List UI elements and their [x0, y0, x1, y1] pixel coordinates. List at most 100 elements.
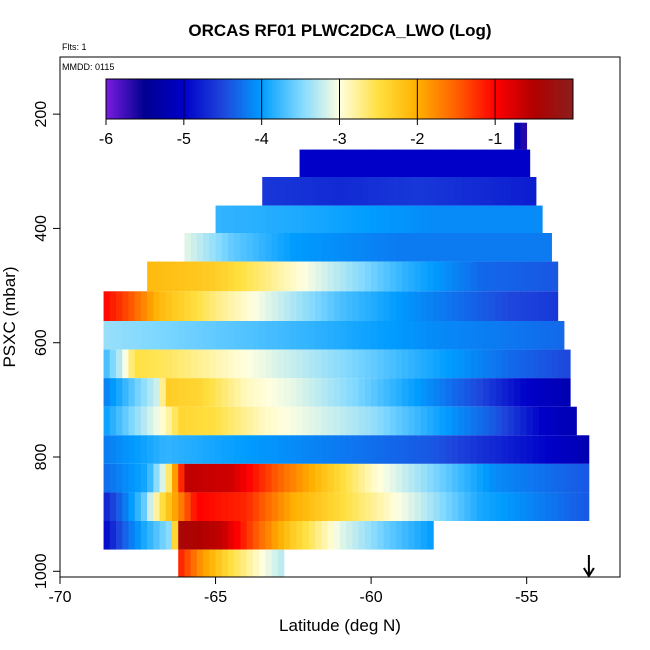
heatmap-cell — [352, 435, 360, 464]
heatmap-cell — [508, 233, 515, 262]
heatmap-cell — [228, 549, 235, 577]
heatmap-cell — [427, 492, 434, 521]
heatmap-cell — [228, 291, 235, 321]
heatmap-cell — [153, 291, 160, 321]
heatmap-cell — [464, 233, 472, 262]
heatmap-cell — [532, 492, 540, 521]
heatmap-cell — [103, 321, 111, 350]
heatmap-cell — [327, 492, 335, 521]
heatmap-cell — [284, 261, 291, 292]
heatmap-cell — [514, 435, 521, 464]
heatmap-cell — [203, 291, 210, 321]
heatmap-cell — [458, 435, 465, 464]
heatmap-cell — [190, 435, 198, 464]
heatmap-cell — [147, 349, 154, 379]
heatmap-cell — [539, 463, 546, 493]
heatmap-cell — [545, 378, 552, 407]
heatmap-cell — [476, 463, 484, 493]
colorbar-cell — [388, 79, 392, 119]
colorbar-cell — [404, 79, 408, 119]
colorbar-cell — [204, 79, 208, 119]
heatmap-cell — [389, 321, 397, 350]
colorbar-cell — [313, 79, 317, 119]
heatmap-cell — [383, 205, 391, 233]
colorbar-cell — [157, 79, 161, 119]
heatmap-cell — [464, 406, 472, 436]
heatmap-cell — [299, 149, 307, 177]
heatmap-cell — [140, 463, 148, 493]
heatmap-cell — [514, 349, 521, 379]
colorbar-cell — [160, 79, 164, 119]
heatmap-cell — [364, 435, 372, 464]
heatmap-cell — [399, 177, 406, 206]
heatmap-cell — [271, 349, 279, 379]
heatmap-cell — [383, 521, 391, 550]
heatmap-cell — [464, 261, 472, 292]
heatmap-cell — [461, 177, 468, 206]
heatmap-cell — [383, 233, 391, 262]
heatmap-cell — [427, 406, 434, 436]
heatmap-cell — [340, 321, 347, 350]
heatmap-cell — [240, 261, 248, 292]
heatmap-cell — [389, 435, 397, 464]
heatmap-cell — [442, 177, 450, 206]
colorbar-cell — [526, 79, 530, 119]
heatmap-cell — [564, 406, 571, 436]
heatmap-cell — [271, 321, 279, 350]
heatmap-cell — [402, 492, 409, 521]
heatmap-cell — [284, 378, 291, 407]
heatmap-cell — [165, 378, 173, 407]
heatmap-cell — [545, 463, 552, 493]
heatmap-cell — [358, 492, 366, 521]
colorbar-cell — [339, 79, 343, 119]
colorbar-cell — [560, 79, 564, 119]
heatmap-cell — [246, 321, 254, 350]
y-axis-label: PSXC (mbar) — [0, 266, 19, 367]
heatmap-cell — [209, 378, 216, 407]
heatmap-cell — [399, 149, 406, 177]
heatmap-cell — [476, 349, 484, 379]
colorbar-cell — [565, 79, 569, 119]
heatmap-cell — [103, 406, 111, 436]
heatmap-cell — [371, 205, 378, 233]
heatmap-cell — [246, 378, 254, 407]
heatmap-cell — [265, 349, 272, 379]
heatmap-cell — [252, 233, 260, 262]
heatmap-cell — [290, 205, 297, 233]
heatmap-cell — [489, 291, 496, 321]
heatmap-cell — [284, 349, 291, 379]
heatmap-cell — [209, 349, 216, 379]
colorbar-cell — [456, 79, 460, 119]
heatmap-cell — [296, 261, 304, 292]
heatmap-cell — [352, 378, 360, 407]
heatmap-cell — [140, 435, 148, 464]
heatmap-cell — [377, 321, 384, 350]
heatmap-cell — [364, 378, 372, 407]
heatmap-cell — [274, 177, 282, 206]
colorbar-cell — [137, 79, 141, 119]
heatmap-cell — [321, 205, 328, 233]
heatmap-cell — [532, 261, 540, 292]
heatmap-cell — [489, 349, 496, 379]
colorbar-cell — [562, 79, 566, 119]
heatmap-cell — [445, 435, 453, 464]
heatmap-cell — [539, 406, 546, 436]
heatmap-cell — [371, 463, 378, 493]
heatmap-cell — [259, 492, 266, 521]
heatmap-cell — [184, 349, 192, 379]
colorbar-cell — [417, 79, 421, 119]
colorbar-cell — [544, 79, 548, 119]
heatmap-cell — [445, 291, 453, 321]
heatmap-cell — [315, 521, 322, 550]
heatmap-cell — [408, 406, 416, 436]
heatmap-cell — [582, 492, 590, 521]
heatmap-cell — [103, 492, 111, 521]
heatmap-cell — [196, 291, 204, 321]
heatmap-cell — [430, 149, 437, 177]
heatmap-cell — [190, 521, 198, 550]
heatmap-cell — [234, 435, 241, 464]
heatmap-cell — [424, 177, 431, 206]
heatmap-cell — [324, 177, 332, 206]
heatmap-cell — [284, 463, 291, 493]
heatmap-cell — [305, 149, 313, 177]
